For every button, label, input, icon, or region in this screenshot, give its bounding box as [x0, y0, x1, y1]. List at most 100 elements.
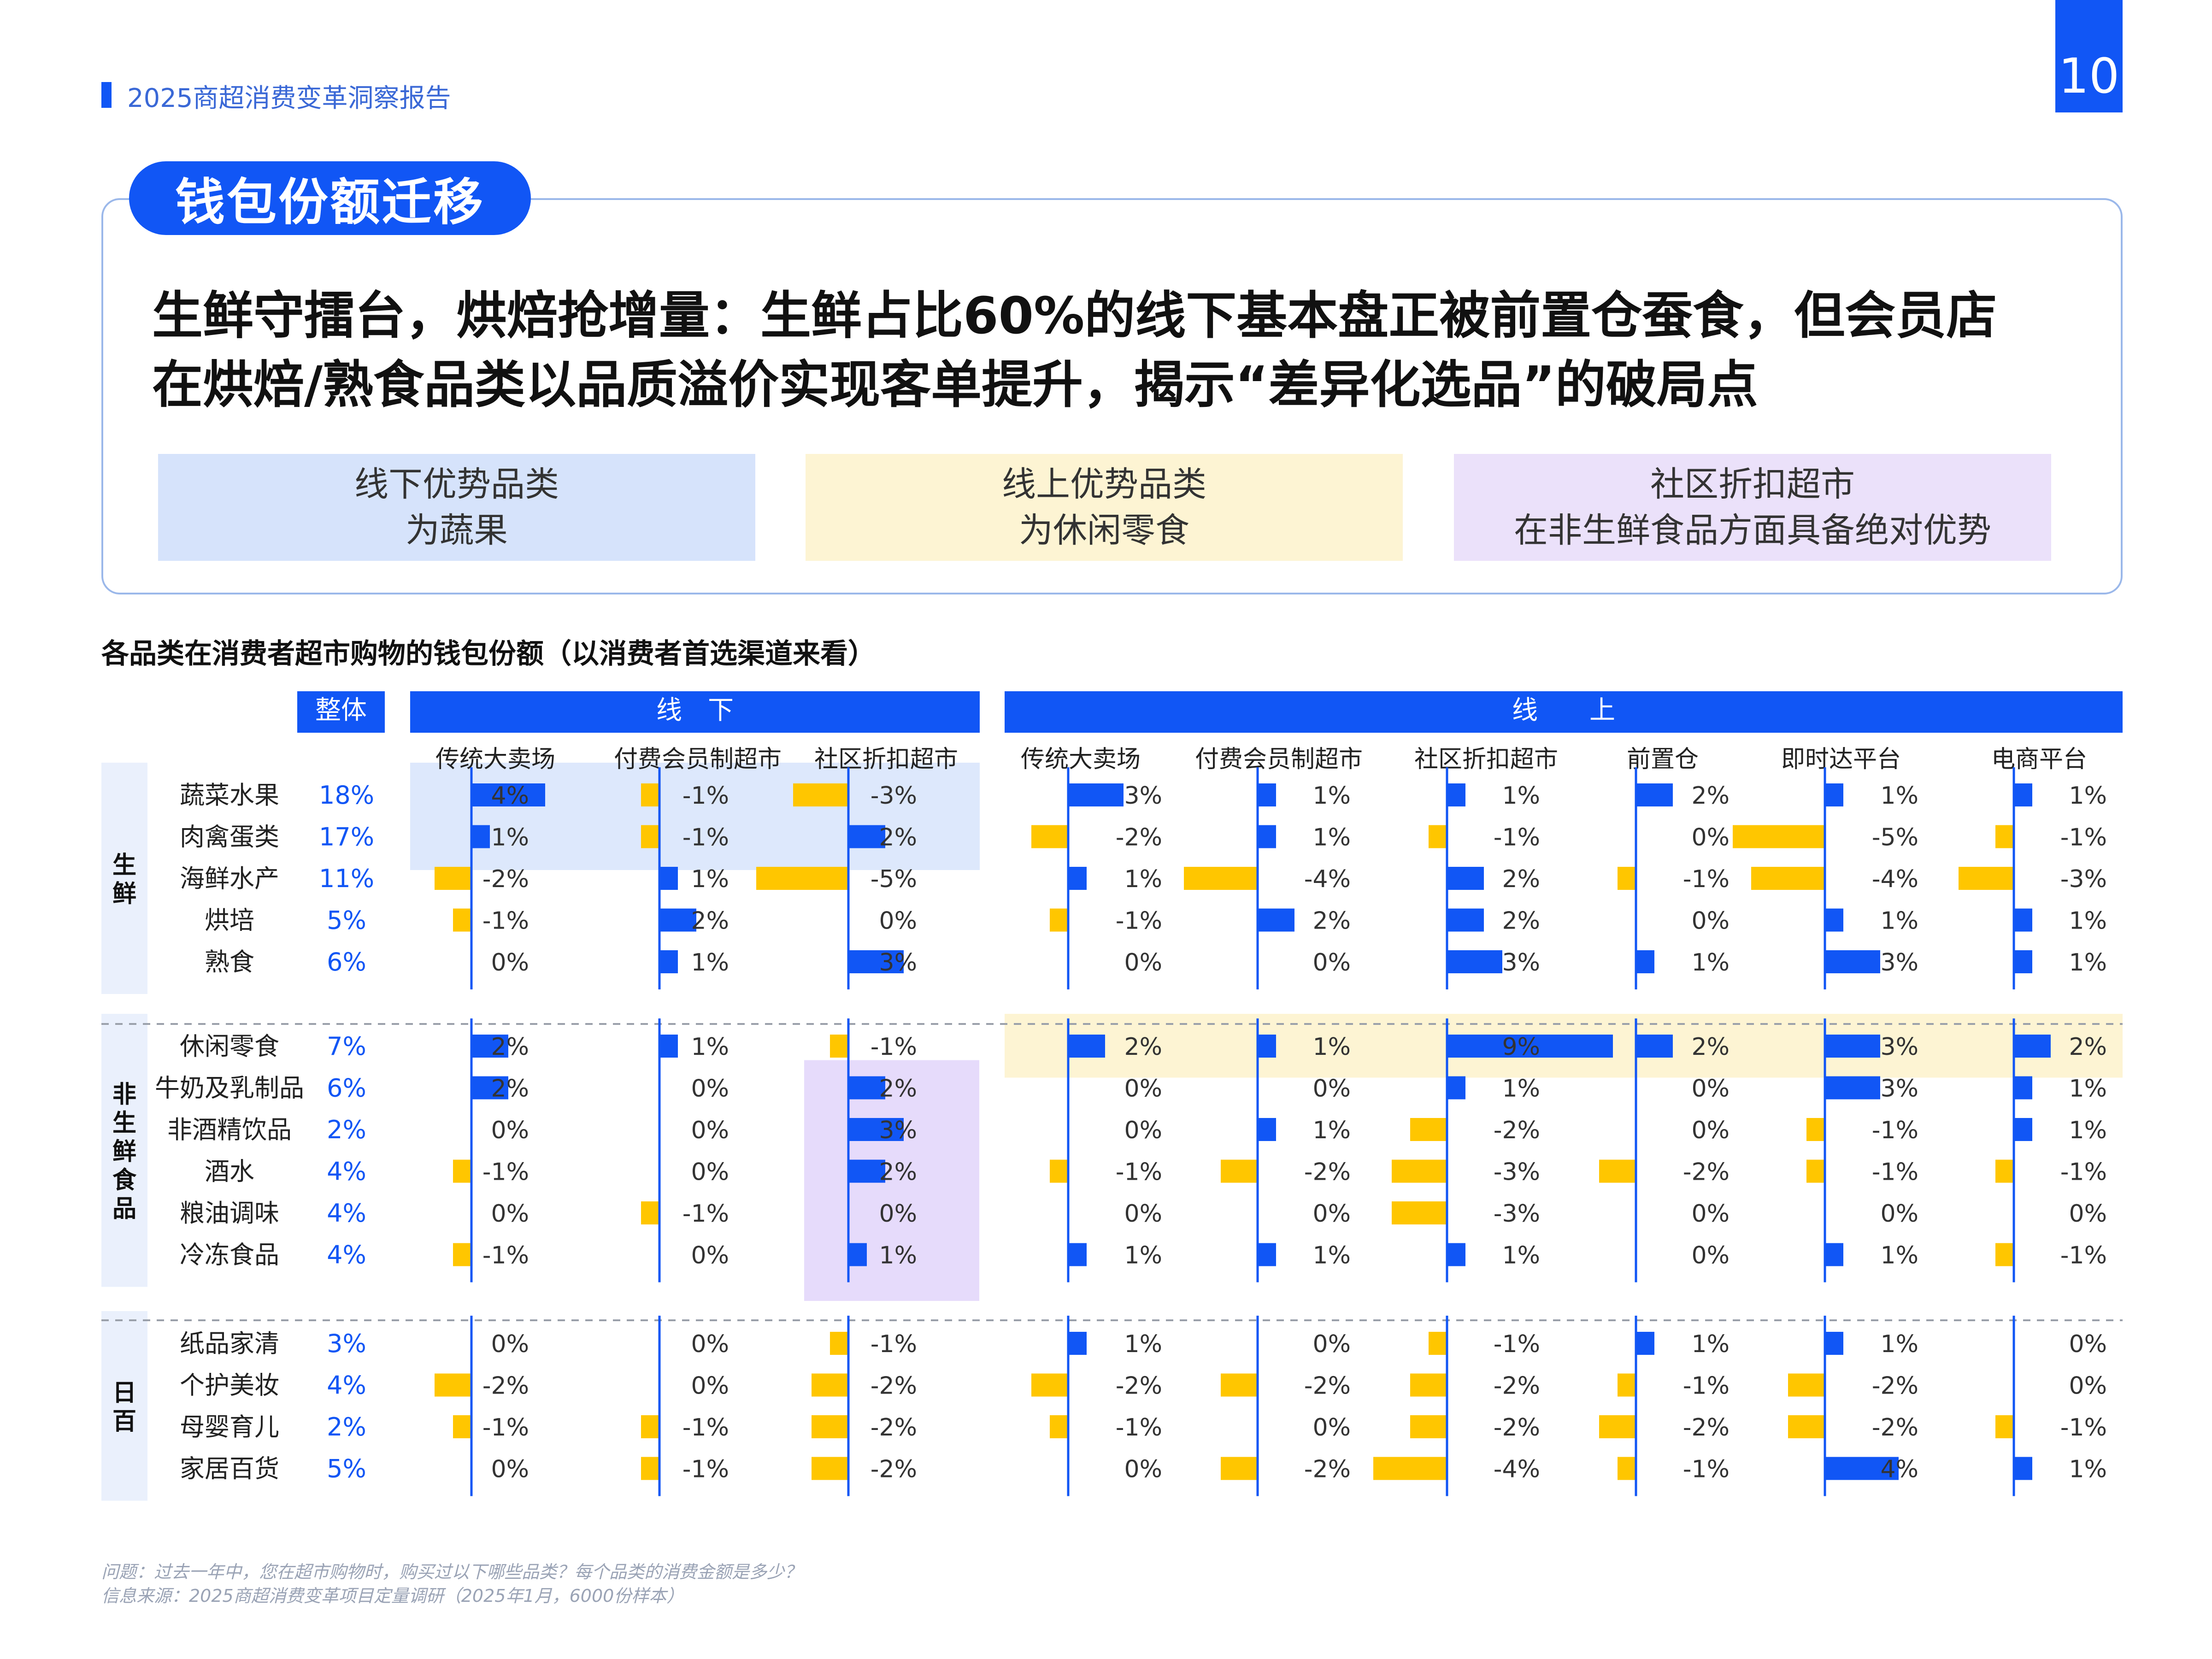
- category-label: 蔬菜水果: [180, 781, 279, 810]
- value-label: 1%: [691, 865, 729, 893]
- value-label: 1%: [2069, 949, 2107, 977]
- offline-header: 线 下: [656, 695, 734, 725]
- bar: [1599, 1159, 1636, 1183]
- bar: [1995, 1159, 2014, 1183]
- value-label: 0%: [1313, 1330, 1351, 1358]
- channel-header: 付费会员制超市: [1195, 746, 1363, 773]
- bar: [1410, 1118, 1447, 1141]
- value-label: 2%: [691, 907, 729, 935]
- summary-panel: [101, 198, 2123, 594]
- bar: [830, 1035, 848, 1058]
- value-label: 0%: [1692, 824, 1730, 852]
- value-label: 1%: [1881, 1330, 1919, 1358]
- value-label: 0%: [879, 907, 918, 935]
- value-label: 9%: [1502, 1033, 1541, 1061]
- category-label: 休闲零食: [180, 1032, 279, 1061]
- bar: [1068, 867, 1087, 890]
- bar: [1068, 1035, 1105, 1058]
- overall-header: 整体: [315, 695, 367, 725]
- bar: [1825, 1076, 1880, 1100]
- value-label: 3%: [879, 949, 918, 977]
- value-label: 3%: [1881, 949, 1919, 977]
- value-label: 0%: [1313, 949, 1351, 977]
- value-label: -1%: [1683, 865, 1730, 893]
- value-label: -1%: [1116, 1159, 1162, 1186]
- value-label: -2%: [1116, 1372, 1162, 1400]
- bar: [2014, 783, 2032, 806]
- value-label: 2%: [1692, 1033, 1730, 1061]
- bar: [659, 1035, 678, 1058]
- bar: [2014, 1457, 2032, 1480]
- value-label: 0%: [1313, 1414, 1351, 1441]
- bar: [1068, 783, 1124, 806]
- bar: [793, 783, 848, 806]
- value-label: 0%: [691, 1372, 729, 1400]
- value-label: 4%: [1881, 1456, 1919, 1483]
- bar: [1258, 825, 1276, 848]
- value-label: 1%: [1692, 1330, 1730, 1358]
- overall-value: 5%: [327, 906, 366, 935]
- bar: [1788, 1373, 1825, 1397]
- value-label: -2%: [1872, 1372, 1918, 1400]
- value-label: -1%: [1683, 1372, 1730, 1400]
- group-label-bg: [101, 1014, 147, 1287]
- bar: [1429, 1332, 1447, 1355]
- value-label: 2%: [1502, 907, 1541, 935]
- channel-header: 传统大卖场: [1021, 746, 1141, 773]
- value-label: 1%: [491, 824, 529, 852]
- bar: [453, 908, 471, 932]
- bar: [1184, 867, 1258, 890]
- value-label: -1%: [2060, 824, 2107, 852]
- value-label: -2%: [1872, 1414, 1918, 1441]
- value-label: -3%: [871, 782, 917, 810]
- value-label: -1%: [1494, 824, 1540, 852]
- bar: [471, 1076, 508, 1100]
- value-label: 0%: [1313, 1075, 1351, 1103]
- callout-community: 社区折扣超市 在非生鲜食品方面具备绝对优势: [1454, 454, 2051, 561]
- value-label: 0%: [491, 1200, 529, 1228]
- value-label: -2%: [1494, 1117, 1540, 1144]
- bar: [1599, 1415, 1636, 1438]
- footnote-source: 信息来源：2025商超消费变革项目定量调研（2025年1月，6000份样本）: [101, 1586, 684, 1606]
- bar: [1447, 1243, 1465, 1266]
- value-label: 0%: [491, 949, 529, 977]
- category-label: 纸品家清: [180, 1329, 279, 1358]
- value-label: -1%: [1683, 1456, 1730, 1483]
- report-title: 2025商超消费变革洞察报告: [127, 83, 451, 113]
- bar: [641, 1457, 659, 1480]
- value-label: 0%: [691, 1330, 729, 1358]
- bar: [1995, 1415, 2014, 1438]
- value-label: 1%: [2069, 1117, 2107, 1144]
- value-label: 0%: [1692, 1075, 1730, 1103]
- value-label: 2%: [1313, 907, 1351, 935]
- header-accent-bar: [101, 82, 112, 108]
- footnote-question: 问题：过去一年中，您在超市购物时，购买过以下哪些品类？每个品类的消费金额是多少？: [101, 1562, 802, 1582]
- value-label: 1%: [2069, 782, 2107, 810]
- value-label: 1%: [1881, 1242, 1919, 1270]
- value-label: -1%: [1116, 1414, 1162, 1441]
- bar: [1258, 1118, 1276, 1141]
- value-label: -1%: [871, 1033, 917, 1061]
- value-label: -2%: [1304, 1159, 1351, 1186]
- value-label: 2%: [2069, 1033, 2107, 1061]
- overall-value: 4%: [327, 1371, 366, 1400]
- value-label: 0%: [1692, 1117, 1730, 1144]
- bar: [1221, 1159, 1258, 1183]
- value-label: -2%: [1494, 1372, 1540, 1400]
- channel-header: 即时达平台: [1781, 746, 1901, 773]
- bar: [1068, 1332, 1087, 1355]
- bar: [848, 1243, 867, 1266]
- callout-community-line-2: 在非生鲜食品方面具备绝对优势: [1514, 511, 1991, 550]
- bar: [1410, 1415, 1447, 1438]
- category-label: 酒水: [205, 1157, 254, 1186]
- page-number: 10: [2055, 0, 2123, 112]
- value-label: -1%: [1116, 907, 1162, 935]
- value-label: -2%: [482, 1372, 529, 1400]
- value-label: -1%: [482, 1414, 529, 1441]
- group-label: 非生鲜食品: [112, 1081, 137, 1223]
- highlight-community-nonfresh: [804, 1060, 979, 1301]
- online-header-bg: [1005, 691, 2123, 733]
- value-label: 1%: [1502, 782, 1541, 810]
- value-label: 1%: [1313, 782, 1351, 810]
